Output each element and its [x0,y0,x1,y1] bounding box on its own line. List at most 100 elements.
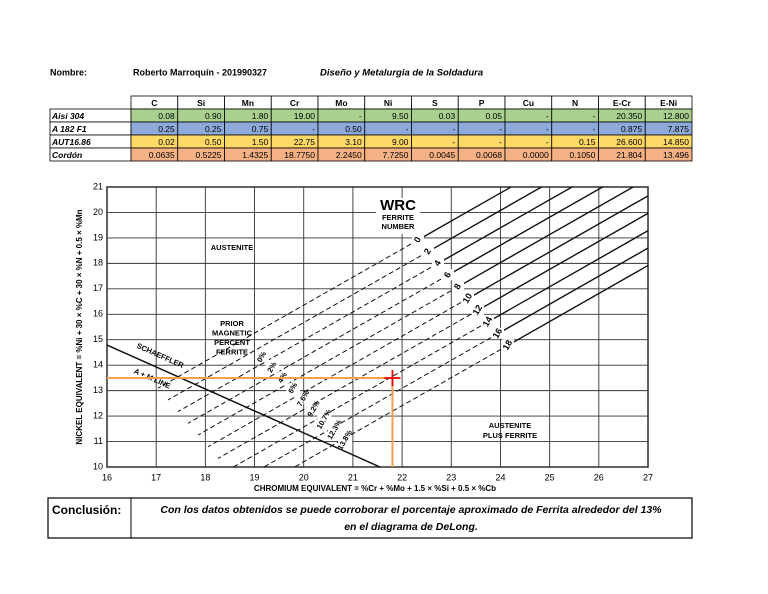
ferrite-number: 0 [412,235,423,244]
y-tick-label: 15 [93,334,103,344]
x-tick-label: 22 [397,472,407,482]
ferrite-line [487,229,648,323]
x-tick-label: 23 [446,472,456,482]
label-bg [492,327,504,339]
conclusion-text: Con los datos obtenidos se puede corrobo… [160,504,662,516]
ferrite-line [467,195,648,300]
cell [457,134,506,149]
cell-value: 0.50 [345,124,362,134]
cell-value: 0.0068 [476,150,502,160]
prior-title: MAGNETIC [212,328,253,337]
y-tick-label: 21 [93,181,103,191]
cell [504,134,553,149]
ferrite-number: 6 [442,270,453,279]
fn-title: FERRITE [382,213,414,222]
row-label: AUT16.86 [51,137,91,147]
course: Diseño y Metalurgia de la Soldadura [320,68,483,79]
y-tick-label: 20 [93,207,103,217]
cell-value: 14.850 [663,137,689,147]
prior-title: FERRITE [216,347,248,356]
cell-value: 2.2450 [336,150,362,160]
label-bg [317,414,332,425]
cell-value: 0.1050 [570,150,596,160]
x-tick-label: 19 [250,472,260,482]
name-label: Nombre: [50,67,87,77]
cell [457,121,506,136]
cell-value: 0.08 [158,111,175,121]
cell-value: 0.25 [205,124,222,134]
label-bg [482,315,494,327]
cell [551,108,599,123]
ferrite-number: 10 [461,291,475,305]
cell-value: - [452,137,455,147]
cell-value: - [546,124,549,134]
ferrite-number: 12 [471,303,485,317]
cell-value: 1.4325 [242,150,268,160]
cell-value: 0.0045 [429,150,455,160]
cell [504,108,553,123]
column-header: P [479,98,485,108]
cell-value: - [359,111,362,121]
cell-value: 9.00 [392,137,409,147]
column-header: Cu [523,98,534,108]
ferrite-number: 18 [501,338,515,352]
cell [644,147,693,162]
cell-value: - [499,137,502,147]
cell-value: - [312,124,315,134]
column-header: Cr [290,98,300,108]
ferrite-line [417,187,513,241]
cell-value: 1.50 [252,137,269,147]
y-tick-label: 14 [93,360,103,370]
conclusion-label: Conclusión: [52,503,121,517]
ferrite-line-dashed [207,298,469,448]
cell [270,121,319,136]
x-tick-label: 16 [102,472,112,482]
row-label: Aisi 304 [51,111,84,121]
ferrite-line [437,187,574,265]
cell-value: - [593,124,596,134]
cell-value: 19.00 [294,111,316,121]
cell-value: 9.50 [392,111,409,121]
region-label: PLUS FERRITE [483,431,537,440]
label-bg [442,269,454,281]
cell-value: 0.15 [579,137,596,147]
ferrite-number: 2 [422,247,433,256]
label-bg [462,292,474,304]
cell-value: 22.75 [294,137,316,147]
cell-value: 0.05 [485,111,502,121]
cell-value: 13.496 [663,150,689,160]
ferrite-line-dashed [177,262,439,413]
y-tick-label: 16 [93,309,103,319]
y-axis-label: NICKEL EQUIVALENT = %Ni + 30 × %C + 30 ×… [75,209,84,444]
ferrite-line [447,187,604,276]
schaeffler-line [107,344,381,467]
y-tick-label: 12 [93,410,103,420]
x-tick-label: 26 [594,472,604,482]
region-label: AUSTENITE [211,243,254,252]
label-bg [432,257,444,269]
label-bg [255,352,269,362]
label-bg [327,424,342,435]
label-bg [338,435,353,446]
label-bg [286,383,301,394]
cell-value: - [546,111,549,121]
x-tick-label: 17 [151,472,161,482]
ferrite-line [497,247,648,335]
cell-value: 0.0000 [523,150,549,160]
fn-title: NUMBER [382,222,415,231]
ferrite-line-dashed [262,333,499,467]
column-header: N [572,98,578,108]
y-tick-label: 19 [93,232,103,242]
cell-value: - [499,124,502,134]
cell-value: 7.875 [668,124,690,134]
column-header: Mn [242,98,254,108]
cell-value: 0.5225 [196,150,222,160]
conclusion-box [47,497,693,539]
cell-value: 26.600 [616,137,642,147]
cell-value: 0.75 [252,124,269,134]
prior-title: PRIOR [220,319,244,328]
row-label: A 182 F1 [51,124,87,134]
weld-point [384,370,401,387]
cell-value: 3.10 [345,137,362,147]
